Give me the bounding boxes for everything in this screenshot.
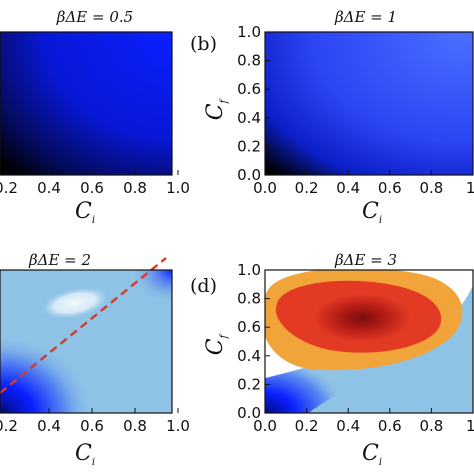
panel-b-ytick-label: 1.0 xyxy=(237,23,261,41)
panel-d-xtick-label: 0.2 xyxy=(295,417,319,435)
panel-c-frame xyxy=(0,269,173,414)
panel-b-xlabel: Ci xyxy=(362,199,382,226)
panel-d: βΔE = 3 (d) 0.00.20.40.60.81.0.00.20.40.… xyxy=(190,251,474,468)
panel-d-ytick-label: 0.0 xyxy=(237,404,261,422)
panel-b-xtick-label: 0.2 xyxy=(295,179,319,197)
panel-b-title: βΔE = 1 xyxy=(334,8,397,26)
panel-c-heatmap xyxy=(0,270,172,413)
panel-d-heatmap xyxy=(265,270,473,413)
panel-a-xtick-label: 0.6 xyxy=(80,179,104,197)
panel-b-ytick-label: 0.6 xyxy=(237,80,261,98)
panel-a: βΔE = 0.5 0.2 0.4 0.6 0.8 1.0 Ci xyxy=(0,8,190,226)
panel-a-xticks: 0.2 0.4 0.6 0.8 1.0 xyxy=(0,170,190,197)
panel-a-xtick-label: 0.8 xyxy=(123,179,147,197)
panel-d-xtick-label: 0.8 xyxy=(419,417,443,435)
panel-d-label: (d) xyxy=(190,275,217,297)
panel-a-frame xyxy=(0,31,173,176)
panel-d-xlabel: Ci xyxy=(362,441,382,468)
panel-d-ticks: 0.0 0.2 0.4 0.6 0.8 1. 0.0 0.2 0.4 0.6 0.8 1.0 xyxy=(237,261,474,435)
panel-d-ytick-label: 0.2 xyxy=(237,375,261,393)
panel-b-xtick-label: 1. xyxy=(466,179,474,197)
panel-d-ylabel: Cf xyxy=(203,332,230,355)
panel-d-frame xyxy=(264,269,474,414)
panel-d-ytick-label: 0.8 xyxy=(237,290,261,308)
panel-c: βΔE = 2 0.2 0.4 0.6 0.8 1.0 Ci xyxy=(0,251,190,468)
panel-a-xtick-label: 1.0 xyxy=(166,179,190,197)
panel-b-ytick-label: 0.8 xyxy=(237,52,261,70)
panel-d-title: βΔE = 3 xyxy=(334,251,397,269)
panel-a-xtick-label: 0.4 xyxy=(37,179,61,197)
panel-b-ylabel: Cf xyxy=(203,97,230,120)
panel-b-ytick-label: 0.2 xyxy=(237,137,261,155)
panel-b: βΔE = 1 (b) 0.00.20.40.60.81.0.00.20.40.… xyxy=(190,8,474,226)
panel-d-ytick-label: 0.6 xyxy=(237,318,261,336)
panel-d-ytick-label: 0.4 xyxy=(237,347,261,365)
panel-a-title-text: βΔE = 0.5 xyxy=(56,8,133,26)
panel-c-xtick-label: 0.2 xyxy=(0,417,18,435)
panel-b-label: (b) xyxy=(190,33,217,55)
panel-b-heatmap xyxy=(265,32,473,175)
panel-b-xtick-label: 0.8 xyxy=(419,179,443,197)
panel-c-diagonal-line xyxy=(0,257,167,394)
panel-b-xtick-label: 0.6 xyxy=(378,179,402,197)
panel-d-xtick-label: 0.4 xyxy=(336,417,360,435)
panel-c-xlabel: Ci xyxy=(75,441,95,468)
panel-b-ytick-label: 0.4 xyxy=(237,109,261,127)
panel-a-xlabel: Ci xyxy=(75,199,95,226)
panel-a-xtick-label: 0.2 xyxy=(0,179,18,197)
panel-c-xtick-label: 0.4 xyxy=(37,417,61,435)
panel-c-xtick-label: 1.0 xyxy=(166,417,190,435)
panel-c-title: βΔE = 2 xyxy=(28,251,91,269)
panel-d-xtick-label: 1. xyxy=(466,417,474,435)
panel-a-heatmap xyxy=(0,32,172,175)
panel-c-xtick-label: 0.6 xyxy=(80,417,104,435)
panel-c-xticks: 0.2 0.4 0.6 0.8 1.0 xyxy=(0,408,190,435)
panel-d-xtick-label: 0.6 xyxy=(378,417,402,435)
panel-b-frame xyxy=(264,31,474,176)
panel-b-xtick-label: 0.0 xyxy=(253,179,277,197)
panel-d-ytick-label: 1.0 xyxy=(237,261,261,279)
panel-a-title: βΔE = 0.5 xyxy=(56,8,133,26)
panel-d-xtick-label: 0.0 xyxy=(253,417,277,435)
panel-b-ticks: 0.0 0.2 0.4 0.6 0.8 1. 0.0 0.2 0.4 0.6 0.8 1.0 xyxy=(237,23,474,197)
panel-b-xtick-label: 0.4 xyxy=(336,179,360,197)
panel-c-xtick-label: 0.8 xyxy=(123,417,147,435)
panel-b-ytick-label: 0.0 xyxy=(237,166,261,184)
